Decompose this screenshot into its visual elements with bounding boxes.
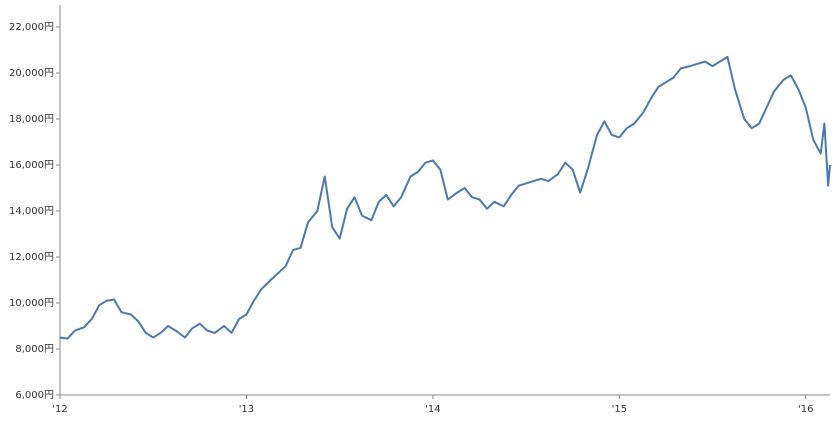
y-tick-label: 14,000円 bbox=[9, 206, 54, 217]
y-tick-label: 16,000円 bbox=[9, 160, 54, 171]
y-tick-label: 10,000円 bbox=[9, 298, 54, 309]
y-tick-label: 6,000円 bbox=[15, 390, 54, 401]
y-tick-label: 22,000円 bbox=[9, 22, 54, 33]
y-tick-label: 20,000円 bbox=[9, 68, 54, 79]
y-tick-label: 18,000円 bbox=[9, 114, 54, 125]
price-line bbox=[59, 55, 831, 340]
x-tick-label: '12 bbox=[52, 404, 67, 415]
x-tick-label: '15 bbox=[612, 404, 627, 415]
x-tick-label: '13 bbox=[239, 404, 254, 415]
x-tick-label: '14 bbox=[425, 404, 440, 415]
x-tick-label: '16 bbox=[798, 404, 813, 415]
y-tick-label: 12,000円 bbox=[9, 252, 54, 263]
y-tick-label: 8,000円 bbox=[15, 344, 54, 355]
